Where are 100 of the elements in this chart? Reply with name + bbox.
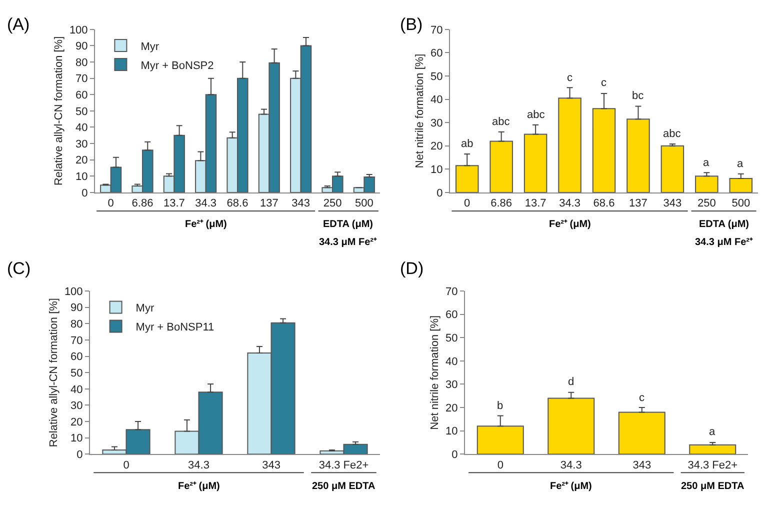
data-label: a: [703, 157, 710, 169]
y-tick-label: 10: [430, 164, 443, 176]
x-tick-label: 34.3: [195, 198, 217, 210]
bar: [618, 412, 666, 454]
y-tick-label: 70: [446, 286, 458, 298]
data-label: abc: [527, 109, 546, 121]
legend-label: Myr: [140, 40, 160, 53]
x-tick-label: 68.6: [226, 198, 248, 210]
y-tick-label: 90: [76, 40, 88, 53]
y-tick-label: 70: [430, 24, 443, 36]
x-tick-label: 343: [632, 459, 652, 472]
bar: [729, 178, 753, 192]
x-tick-label: 250: [323, 198, 342, 210]
x-tick-label: 343: [292, 198, 310, 210]
x-tick-label: 0: [123, 459, 130, 472]
data-label: d: [568, 376, 574, 388]
y-tick-label: 0: [452, 448, 458, 461]
x-tick-label: 6.86: [132, 198, 154, 210]
text: 34.3 μM Fe²⁺: [319, 237, 378, 248]
x-tick-label: 34.3 Fe2+: [688, 459, 738, 472]
y-tick-label: 80: [76, 56, 88, 69]
data-label: abc: [663, 128, 682, 140]
x-tick-label: 68.6: [593, 198, 615, 210]
text: EDTA (μM): [699, 219, 749, 230]
text: Fe²⁺ (μM): [178, 481, 220, 492]
legend-label: Myr + BoNSP11: [136, 322, 214, 334]
chart-title: (B): [400, 15, 423, 34]
y-tick-label: 10: [70, 432, 83, 445]
text: 250 μM EDTA: [312, 481, 376, 492]
y-tick-label: 60: [70, 351, 83, 364]
y-axis-title: Relative allyl-CN formation [%]: [48, 298, 60, 448]
bar: [476, 426, 524, 454]
y-tick-label: 20: [430, 140, 443, 153]
text: Fe²⁺ (μM): [549, 219, 591, 230]
data-label: b: [497, 400, 504, 412]
text: Fe²⁺ (μM): [185, 219, 227, 230]
x-tick-label: 34.3: [560, 459, 582, 472]
x-tick-label: 0: [464, 198, 470, 210]
bar: [695, 176, 718, 192]
y-tick-label: 100: [64, 286, 83, 298]
x-tick-label: 0: [108, 198, 114, 210]
y-tick-label: 10: [446, 426, 458, 438]
data-label: a: [709, 426, 716, 438]
bar: [455, 165, 479, 192]
x-tick-label: 500: [354, 198, 374, 210]
y-tick-label: 0: [76, 448, 83, 461]
y-tick-label: 0: [82, 187, 88, 200]
data-label: c: [601, 77, 607, 89]
y-tick-label: 60: [430, 48, 443, 60]
y-tick-label: 40: [430, 94, 443, 106]
bar: [558, 98, 582, 192]
x-tick-label: 13.7: [524, 198, 546, 210]
x-tick-label: 137: [629, 198, 648, 210]
y-tick-label: 50: [76, 106, 88, 118]
x-tick-label: 0: [497, 459, 504, 472]
y-tick-label: 10: [76, 171, 88, 184]
x-tick-label: 343: [262, 459, 280, 472]
chart-title: (A): [7, 15, 30, 34]
y-tick-label: 30: [446, 379, 458, 392]
y-tick-label: 60: [76, 89, 88, 102]
y-tick-label: 50: [70, 367, 83, 380]
y-tick-label: 60: [446, 309, 458, 322]
bar: [524, 134, 548, 192]
chart-title: (C): [7, 259, 31, 278]
legend-label: Myr: [136, 302, 154, 314]
text: 34.3 μM Fe²⁺: [695, 237, 754, 248]
y-tick-label: 80: [70, 318, 83, 331]
x-tick-label: 137: [260, 198, 278, 210]
x-tick-label: 34.3 Fe2+: [318, 459, 369, 472]
data-label: c: [567, 72, 573, 84]
x-tick-label: 13.7: [163, 198, 185, 210]
y-tick-label: 30: [76, 138, 88, 150]
legend-label: Myr + BoNSP2: [140, 60, 214, 72]
bar: [490, 140, 513, 192]
y-tick-label: 20: [76, 154, 88, 167]
y-tick-label: 40: [70, 384, 83, 396]
y-tick-label: 100: [69, 24, 88, 36]
x-tick-label: 343: [663, 198, 682, 210]
y-axis-title: Relative allyl-CN formation [%]: [53, 36, 66, 186]
data-label: bc: [632, 90, 644, 102]
y-tick-label: 20: [446, 402, 458, 414]
chart-title: (D): [400, 259, 424, 278]
y-tick-label: 50: [430, 70, 443, 83]
x-tick-label: 500: [732, 198, 750, 210]
x-tick-label: 34.3: [559, 198, 580, 210]
bar: [626, 118, 650, 192]
text: EDTA (μM): [323, 219, 373, 230]
x-tick-label: 250: [697, 198, 716, 210]
bar: [689, 444, 736, 454]
x-tick-label: 6.86: [490, 198, 512, 210]
y-tick-label: 70: [76, 73, 88, 86]
data-label: ab: [461, 138, 474, 150]
bar: [660, 145, 684, 192]
y-tick-label: 40: [76, 122, 88, 134]
bar: [548, 398, 595, 454]
bar: [592, 108, 616, 192]
y-tick-label: 90: [70, 302, 83, 314]
y-tick-label: 70: [70, 334, 83, 347]
text: 250 μM EDTA: [681, 481, 744, 492]
y-tick-label: 30: [70, 400, 83, 412]
